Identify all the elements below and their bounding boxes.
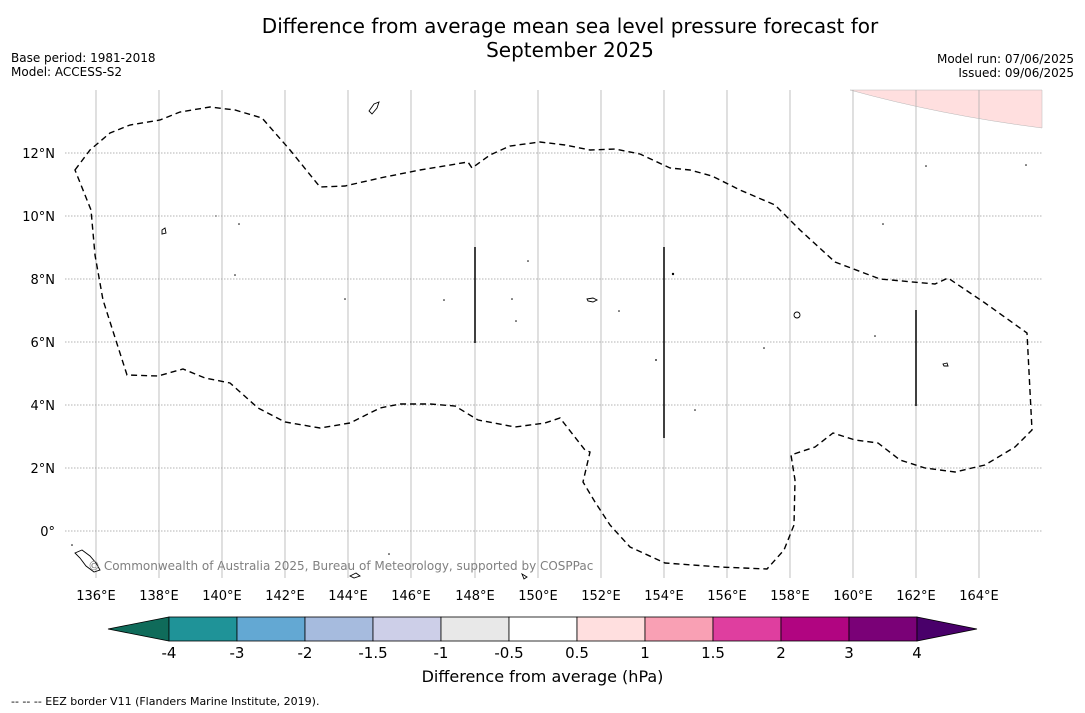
lon-label: 146°E [391, 589, 431, 604]
pressure-anomaly-shading [849, 89, 1043, 129]
lon-label: 144°E [328, 589, 368, 604]
colorbar-tick: 1.5 [701, 644, 725, 662]
model-run: Model run: 07/06/2025 [936, 52, 1074, 66]
colorbar-tick: 3 [844, 644, 854, 662]
lon-label: 138°E [139, 589, 179, 604]
colorbar [107, 616, 978, 642]
colorbar-label: Difference from average (hPa) [421, 667, 664, 686]
colorbar-bin [576, 616, 646, 642]
lon-label: 156°E [707, 589, 747, 604]
colorbar-bin [644, 616, 714, 642]
lon-label: 142°E [265, 589, 305, 604]
colorbar-bin [508, 616, 578, 642]
base-period: Base period: 1981-2018 [11, 51, 156, 65]
issued-date: Issued: 09/06/2025 [958, 66, 1074, 80]
colorbar-bin [236, 616, 306, 642]
colorbar-tick: 0.5 [565, 644, 589, 662]
colorbar-tick: -1 [434, 644, 449, 662]
colorbar-tick: -0.5 [494, 644, 523, 662]
lat-label: 6°N [31, 336, 56, 351]
colorbar-over-extension [916, 616, 978, 642]
colorbar-tick: -2 [298, 644, 313, 662]
lon-label: 140°E [202, 589, 242, 604]
title-line-2: September 2025 [486, 38, 654, 62]
eez-legend-note: -- -- -- EEZ border V11 (Flanders Marine… [11, 695, 320, 708]
title-line-1: Difference from average mean sea level p… [261, 14, 879, 38]
colorbar-tick: -3 [230, 644, 245, 662]
latitude-labels: 12°N 10°N 8°N 6°N 4°N 2°N 0° [22, 147, 55, 540]
colorbar-bin [440, 616, 510, 642]
eez-boundary-segments [474, 247, 917, 438]
model-name: Model: ACCESS-S2 [11, 65, 123, 79]
lat-label: 10°N [22, 210, 55, 225]
colorbar-bin [848, 616, 918, 642]
colorbar-tick: -4 [162, 644, 177, 662]
colorbar-tick: 1 [640, 644, 650, 662]
lon-label: 136°E [76, 589, 116, 604]
colorbar-tick: -1.5 [358, 644, 387, 662]
lon-label: 160°E [833, 589, 873, 604]
eez-border [74, 106, 1033, 570]
colorbar-bin [168, 616, 238, 642]
lon-label: 154°E [644, 589, 684, 604]
gridlines-parallels [65, 152, 1042, 532]
lon-label: 158°E [770, 589, 810, 604]
colorbar-bin [712, 616, 782, 642]
lon-label: 162°E [896, 589, 936, 604]
colorbar-ticks: -4 -3 -2 -1.5 -1 -0.5 0.5 1 1.5 2 3 4 [162, 644, 922, 662]
map-title: Difference from average mean sea level p… [0, 14, 1085, 62]
lon-label: 148°E [455, 589, 495, 604]
colorbar-bin [304, 616, 374, 642]
lon-label: 152°E [581, 589, 621, 604]
lat-label: 8°N [31, 273, 56, 288]
meta-left: Base period: 1981-2018 Model: ACCESS-S2 [11, 51, 156, 79]
lat-label: 12°N [22, 147, 55, 162]
lon-label: 150°E [518, 589, 558, 604]
colorbar-bin [780, 616, 850, 642]
lat-label: 4°N [31, 399, 56, 414]
colorbar-tick: 2 [776, 644, 786, 662]
meta-right: Model run: 07/06/2025 Issued: 09/06/2025 [937, 52, 1074, 80]
lon-label: 164°E [959, 589, 999, 604]
colorbar-tick: 4 [912, 644, 922, 662]
small-islets [71, 164, 1027, 555]
colorbar-under-extension [107, 616, 170, 642]
islands [74, 101, 949, 580]
lat-label: 2°N [31, 462, 56, 477]
longitude-labels: 136°E 138°E 140°E 142°E 144°E 146°E 148°… [76, 589, 999, 604]
lat-label: 0° [40, 525, 55, 540]
copyright-note: © Commonwealth of Australia 2025, Bureau… [88, 559, 593, 573]
colorbar-bin [372, 616, 442, 642]
gridlines-meridians [95, 90, 980, 578]
